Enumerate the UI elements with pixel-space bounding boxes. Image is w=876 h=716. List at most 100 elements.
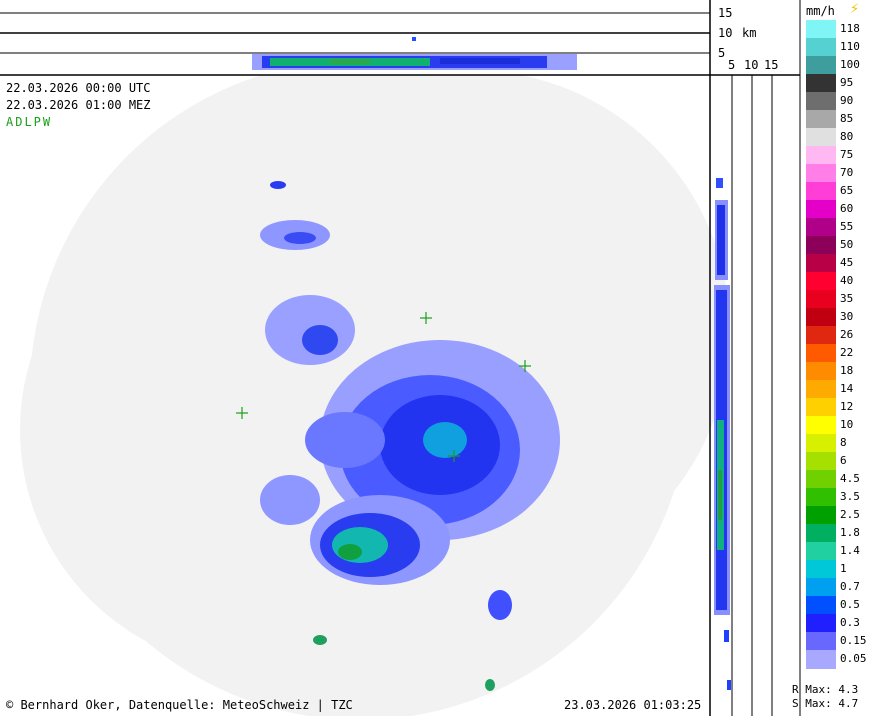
legend-label: 2.5 xyxy=(840,508,860,521)
legend-label: 35 xyxy=(840,292,854,305)
legend-label: 1 xyxy=(840,562,847,575)
legend-label: 0.5 xyxy=(840,598,860,611)
top-km-tick-5: 5 xyxy=(718,46,726,60)
legend-label: 50 xyxy=(840,238,854,251)
legend-label: 65 xyxy=(840,184,854,197)
legend-label: 118 xyxy=(840,22,860,35)
legend-label: 80 xyxy=(840,130,854,143)
legend-swatch xyxy=(806,416,836,435)
r-max: R Max: 4.3 xyxy=(792,683,859,696)
legend-swatch xyxy=(806,74,836,93)
legend-label: 12 xyxy=(840,400,854,413)
legend-swatch xyxy=(806,398,836,417)
legend-swatch xyxy=(806,38,836,57)
legend-label: 95 xyxy=(840,76,854,89)
utc-time: 22.03.2026 00:00 UTC xyxy=(6,81,151,95)
legend-label: 1.4 xyxy=(840,544,860,557)
legend-label: 10 xyxy=(840,418,854,431)
legend-unit: mm/h xyxy=(806,4,835,18)
top-profile xyxy=(0,12,800,76)
legend-swatch xyxy=(806,560,836,579)
side-profile-echo xyxy=(714,178,731,690)
legend-swatch xyxy=(806,20,836,39)
lightning-icon: ⚡ xyxy=(850,0,860,17)
legend-swatch xyxy=(806,362,836,381)
legend-label: 8 xyxy=(840,436,847,449)
side-km-tick-5: 5 xyxy=(728,58,736,72)
legend-label: 100 xyxy=(840,58,860,71)
legend-label: 0.15 xyxy=(840,634,867,647)
legend-label: 30 xyxy=(840,310,854,323)
top-profile-echo xyxy=(252,37,577,70)
precipitation-echoes xyxy=(260,181,560,691)
legend-swatch xyxy=(806,164,836,183)
legend-label: 75 xyxy=(840,148,854,161)
legend-swatch xyxy=(806,506,836,525)
legend-label: 0.3 xyxy=(840,616,860,629)
legend-label: 3.5 xyxy=(840,490,860,503)
legend-swatch xyxy=(806,272,836,291)
legend-label: 40 xyxy=(840,274,854,287)
legend-label: 1.8 xyxy=(840,526,860,539)
station-cross xyxy=(236,407,248,419)
legend-label: 55 xyxy=(840,220,854,233)
legend-swatch xyxy=(806,110,836,129)
legend-swatch xyxy=(806,218,836,237)
station-cross xyxy=(420,312,432,324)
legend-label: 110 xyxy=(840,40,860,53)
legend-label: 45 xyxy=(840,256,854,269)
station-cross xyxy=(448,450,460,462)
top-km-tick-10: 10 xyxy=(718,26,733,40)
legend-label: 85 xyxy=(840,112,854,125)
legend-label: 14 xyxy=(840,382,854,395)
legend-label: 6 xyxy=(840,454,847,467)
legend-swatch xyxy=(806,524,836,543)
legend-label: 0.05 xyxy=(840,652,867,665)
legend-swatch xyxy=(806,542,836,561)
legend-swatch xyxy=(806,344,836,363)
top-km-unit: km xyxy=(742,26,757,40)
legend-label: 18 xyxy=(840,364,854,377)
radar-station-markers xyxy=(236,312,531,462)
legend-swatch xyxy=(806,182,836,201)
legend-swatch xyxy=(806,650,836,669)
legend-swatch xyxy=(806,146,836,165)
legend-label: 60 xyxy=(840,202,854,215)
legend-swatch xyxy=(806,578,836,597)
s-max: S Max: 4.7 xyxy=(792,697,859,710)
footer-timestamp: 23.03.2026 01:03:25 xyxy=(564,698,702,712)
side-km-tick-15: 15 xyxy=(764,58,779,72)
legend-swatch xyxy=(806,200,836,219)
legend-label: 90 xyxy=(840,94,854,107)
legend-swatch xyxy=(806,452,836,471)
legend-label: 0.7 xyxy=(840,580,860,593)
legend-swatch xyxy=(806,596,836,615)
legend-swatch xyxy=(806,236,836,255)
legend-label: 26 xyxy=(840,328,854,341)
legend-swatch xyxy=(806,56,836,75)
legend-label: 22 xyxy=(840,346,854,359)
legend-swatch xyxy=(806,614,836,633)
legend-color-scale xyxy=(806,20,836,669)
top-km-tick-15: 15 xyxy=(718,6,733,20)
local-time: 22.03.2026 01:00 MEZ xyxy=(6,98,151,112)
side-profile xyxy=(709,0,801,716)
copyright-text: © Bernhard Oker, Datenquelle: MeteoSchwe… xyxy=(6,698,353,712)
legend-swatch xyxy=(806,92,836,111)
legend-swatch xyxy=(806,290,836,309)
legend-swatch xyxy=(806,488,836,507)
legend-swatch xyxy=(806,326,836,345)
legend-swatch xyxy=(806,308,836,327)
legend-swatch xyxy=(806,434,836,453)
legend-swatch xyxy=(806,128,836,147)
legend-label: 70 xyxy=(840,166,854,179)
legend-swatch xyxy=(806,380,836,399)
station-list: ADLPW xyxy=(6,115,53,129)
legend-label: 4.5 xyxy=(840,472,860,485)
legend-swatch xyxy=(806,632,836,651)
legend-swatch xyxy=(806,470,836,489)
legend-swatch xyxy=(806,254,836,273)
station-cross xyxy=(519,360,531,372)
side-km-tick-10: 10 xyxy=(744,58,759,72)
